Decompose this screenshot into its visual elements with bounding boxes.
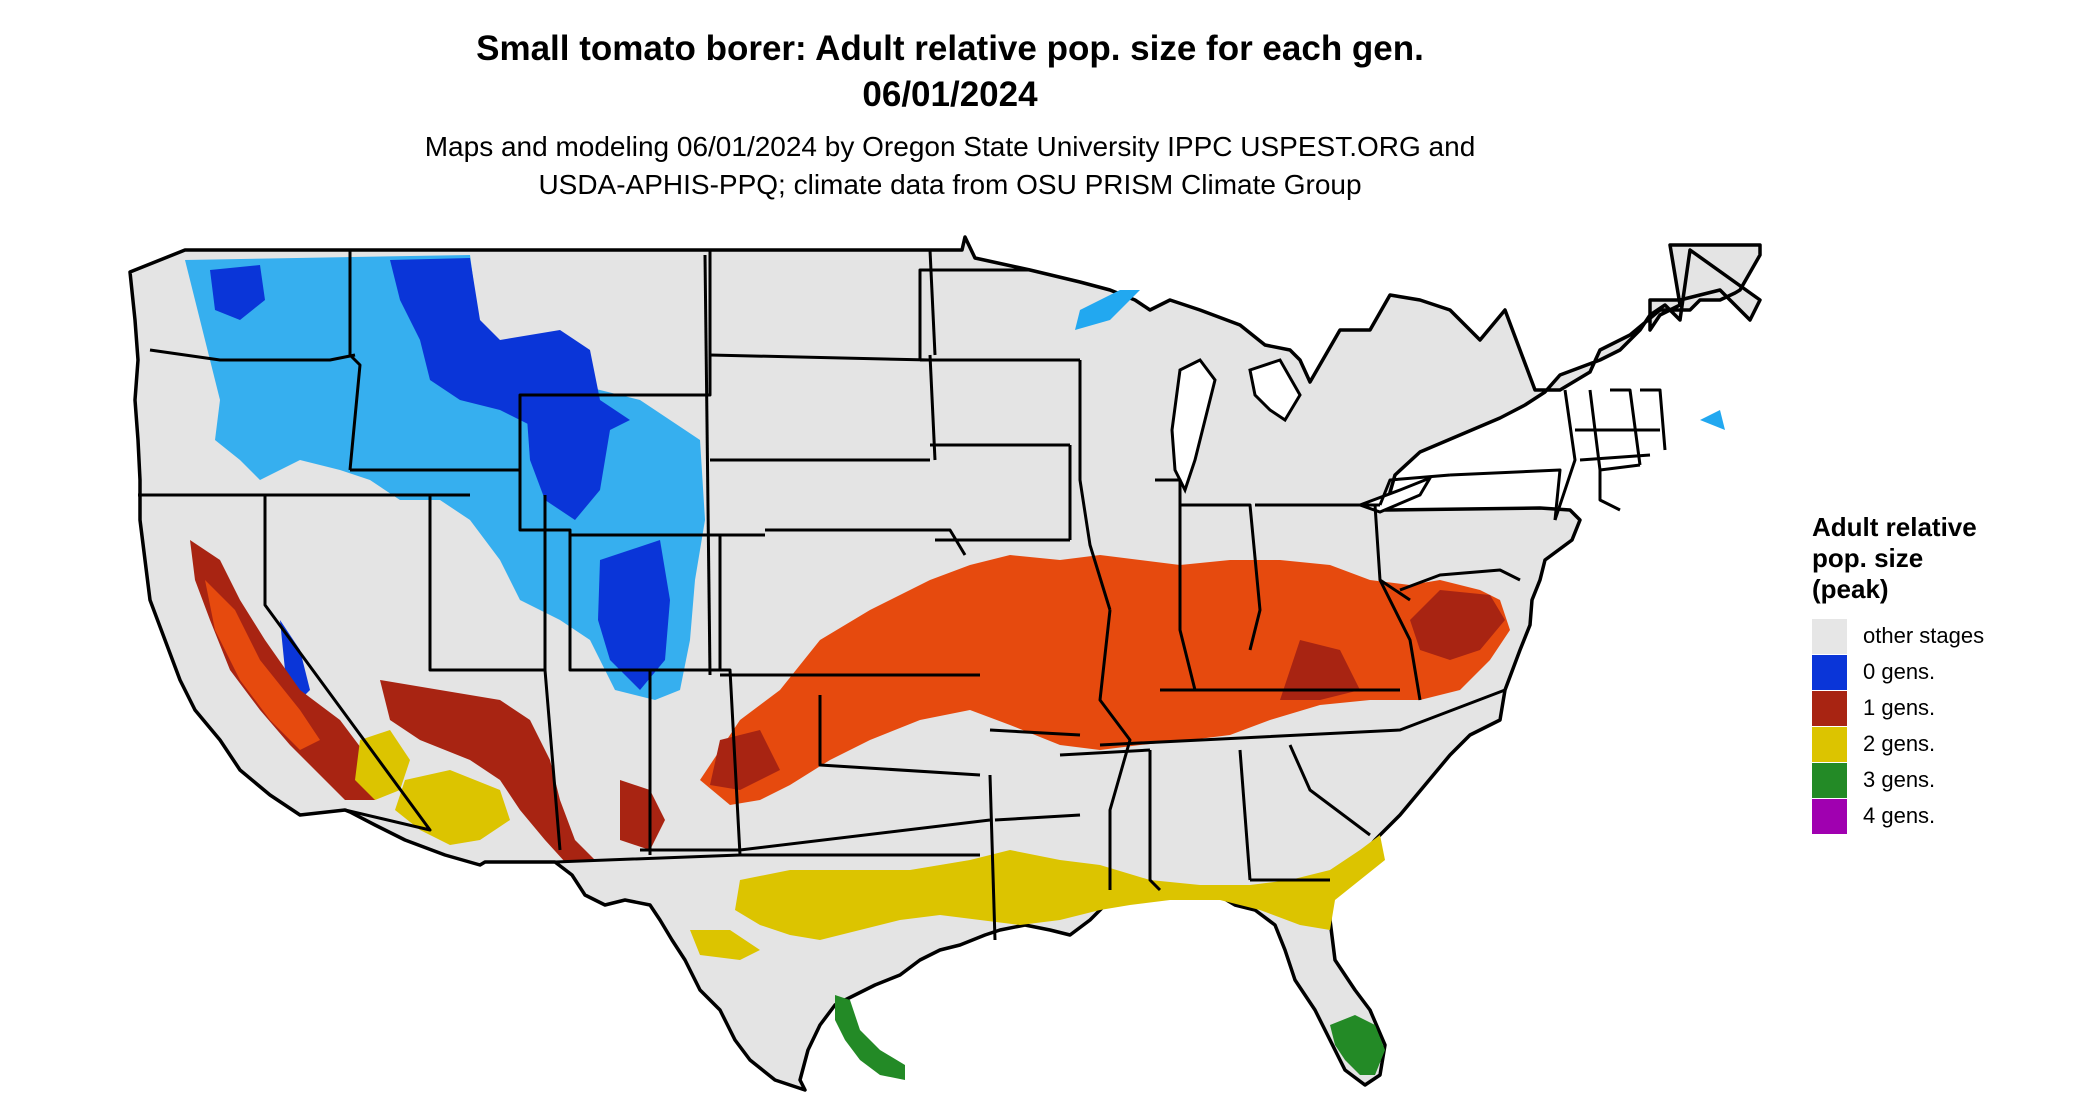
legend-title-line-2: pop. size [1812, 543, 1924, 573]
legend-swatch [1812, 799, 1847, 834]
legend-label: 2 gens. [1863, 731, 1936, 756]
state-borders [138, 249, 1667, 941]
three-gen-areas [835, 995, 1385, 1080]
title-line-1: Small tomato borer: Adult relative pop. … [476, 29, 1424, 68]
subtitle-line-2: USDA-APHIS-PPQ; climate data from OSU PR… [538, 169, 1362, 200]
legend-item-other-stages: other stages [1812, 617, 2082, 654]
legend-label: 0 gens. [1863, 659, 1936, 684]
legend-label: 4 gens. [1863, 803, 1936, 828]
lake-huron [1248, 358, 1302, 423]
legend-title-line-1: Adult relative [1812, 512, 1977, 542]
subtitle-line-1: Maps and modeling 06/01/2024 by Oregon S… [424, 131, 1476, 162]
legend-swatch [1812, 619, 1847, 654]
legend-label: 1 gens. [1863, 695, 1936, 720]
legend-label: 3 gens. [1863, 767, 1936, 792]
legend-item-4-gens: 4 gens. [1812, 797, 2082, 834]
legend-title-line-3: (peak) [1812, 574, 1889, 604]
legend-label: other stages [1863, 623, 1985, 648]
map-title: Small tomato borer: Adult relative pop. … [0, 26, 1900, 118]
title-line-2: 06/01/2024 [862, 75, 1038, 114]
zero-gens-areas [185, 255, 1725, 700]
legend-swatch [1812, 691, 1847, 726]
legend-item-1-gens: 1 gens. [1812, 689, 2082, 726]
legend-item-2-gens: 2 gens. [1812, 725, 2082, 762]
one-gen-areas [190, 540, 1510, 862]
legend-title: Adult relative pop. size (peak) [1812, 512, 2082, 605]
legend-swatch [1812, 655, 1847, 690]
map-subtitle: Maps and modeling 06/01/2024 by Oregon S… [0, 128, 1900, 204]
legend-swatch [1812, 763, 1847, 798]
legend-item-3-gens: 3 gens. [1812, 761, 2082, 798]
legend-item-0-gens: 0 gens. [1812, 653, 2082, 690]
legend-swatch [1812, 727, 1847, 762]
legend: Adult relative pop. size (peak) other st… [1812, 512, 2082, 834]
lake-michigan [1170, 358, 1217, 494]
